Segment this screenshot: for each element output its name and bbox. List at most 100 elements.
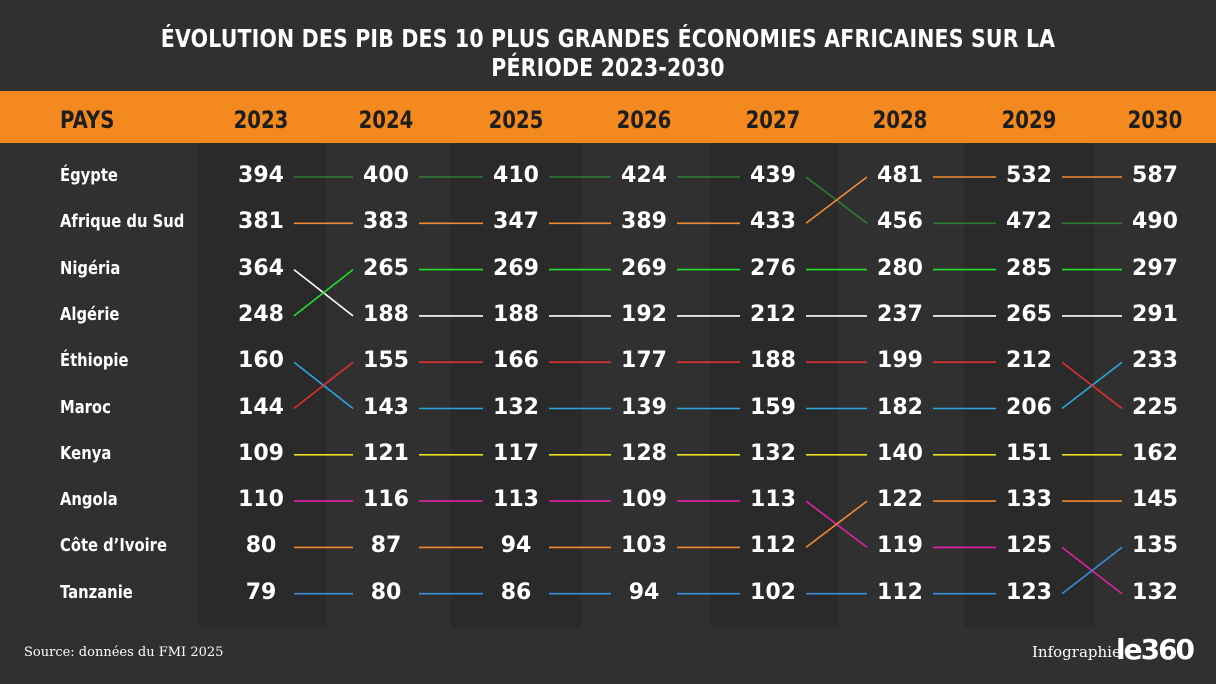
data-value: 132 (493, 394, 539, 420)
data-value: 94 (500, 533, 532, 559)
data-value: 166 (493, 348, 539, 374)
data-value: 291 (1132, 301, 1178, 327)
data-value: 410 (493, 163, 539, 188)
data-value: 364 (238, 255, 284, 281)
data-value: 113 (493, 487, 539, 513)
data-value: 128 (621, 440, 667, 466)
data-value: 199 (877, 348, 923, 374)
data-value: 297 (1132, 255, 1178, 281)
data-value: 433 (750, 209, 796, 235)
data-value: 347 (493, 209, 539, 235)
year-header: 2023 (233, 106, 289, 134)
data-value: 162 (1132, 440, 1178, 466)
year-header: 2025 (488, 106, 544, 134)
data-value: 80 (370, 579, 402, 605)
country-label: Angola (60, 489, 118, 511)
data-value: 94 (628, 579, 660, 605)
data-value: 160 (238, 348, 284, 374)
year-header: 2026 (616, 106, 672, 134)
data-value: 135 (1132, 533, 1178, 559)
data-value: 113 (750, 487, 796, 513)
data-value: 117 (493, 440, 539, 466)
data-value: 125 (1006, 533, 1052, 559)
data-value: 155 (363, 348, 409, 374)
data-value: 192 (621, 301, 667, 327)
data-value: 123 (1006, 579, 1052, 605)
data-value: 276 (750, 255, 796, 281)
data-value: 237 (877, 301, 923, 327)
data-value: 109 (238, 440, 284, 466)
year-header: 2027 (745, 106, 801, 134)
country-label: Maroc (60, 396, 111, 418)
connector-line (1061, 546, 1123, 595)
data-value: 132 (750, 440, 796, 466)
data-value: 133 (1006, 487, 1052, 513)
data-value: 490 (1132, 209, 1178, 235)
data-value: 188 (363, 301, 409, 327)
data-value: 265 (1006, 301, 1052, 327)
country-label: Égypte (60, 165, 118, 186)
data-value: 481 (877, 163, 923, 188)
data-value: 285 (1006, 255, 1052, 281)
data-value: 439 (750, 163, 796, 188)
connector-line (293, 268, 354, 317)
data-value: 116 (363, 487, 409, 513)
chart-title: ÉVOLUTION DES PIB DES 10 PLUS GRANDES ÉC… (160, 24, 1056, 82)
data-value: 103 (621, 533, 667, 559)
data-value: 269 (493, 255, 539, 281)
header-bar (0, 91, 1216, 143)
data-value: 587 (1132, 163, 1178, 188)
data-value: 389 (621, 209, 667, 235)
data-value: 280 (877, 255, 923, 281)
country-label: Afrique du Sud (60, 211, 185, 233)
data-value: 109 (621, 487, 667, 513)
connector-line (293, 361, 354, 410)
data-value: 212 (1006, 348, 1052, 374)
data-value: 400 (363, 163, 409, 188)
data-value: 532 (1006, 163, 1052, 188)
data-value: 144 (238, 394, 284, 420)
source-note: Source: données du FMI 2025 (24, 645, 224, 660)
data-value: 206 (1006, 394, 1052, 420)
data-value: 145 (1132, 487, 1178, 513)
country-label: Côte d’Ivoire (60, 535, 167, 557)
country-label: Tanzanie (60, 581, 133, 603)
data-value: 112 (877, 579, 923, 605)
year-header: 2030 (1127, 106, 1183, 134)
data-value: 182 (877, 394, 923, 420)
year-header: 2029 (1001, 106, 1057, 134)
connector-line (805, 500, 868, 549)
country-label: Algérie (60, 303, 120, 325)
le360-logo: le360 (1116, 633, 1195, 666)
data-value: 86 (500, 579, 532, 605)
data-value: 472 (1006, 209, 1052, 235)
credit-label: Infographie (1032, 643, 1121, 661)
data-value: 424 (621, 163, 667, 188)
data-value: 102 (750, 579, 796, 605)
data-value: 383 (363, 209, 409, 235)
country-label: Kenya (60, 442, 112, 464)
data-value: 456 (877, 209, 923, 235)
data-value: 188 (493, 301, 539, 327)
data-value: 233 (1132, 348, 1178, 374)
data-value: 265 (363, 255, 409, 281)
data-value: 139 (621, 394, 667, 420)
data-value: 394 (238, 163, 284, 188)
connector-line (805, 176, 868, 224)
data-value: 80 (245, 533, 277, 559)
data-value: 159 (750, 394, 796, 420)
data-value: 269 (621, 255, 667, 281)
data-value: 151 (1006, 440, 1052, 466)
data-value: 110 (238, 487, 284, 513)
year-header: 2028 (872, 106, 928, 134)
data-value: 121 (363, 440, 409, 466)
pays-header: PAYS (60, 106, 115, 134)
data-value: 248 (238, 301, 284, 327)
data-value: 79 (245, 579, 277, 605)
data-value: 381 (238, 209, 284, 235)
data-value: 122 (877, 487, 923, 513)
country-label: Nigéria (60, 257, 121, 279)
data-value: 140 (877, 440, 923, 466)
data-value: 87 (370, 533, 402, 559)
